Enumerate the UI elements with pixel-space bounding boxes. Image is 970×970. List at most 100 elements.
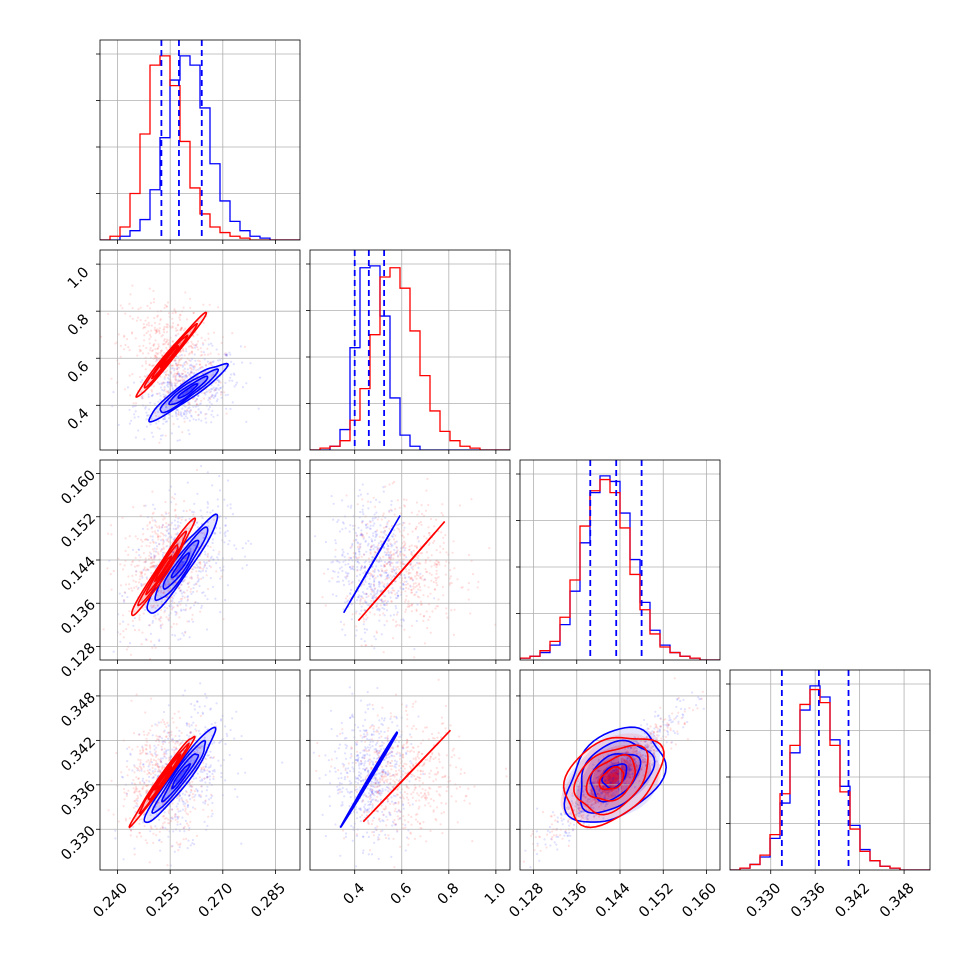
red-scatter-point: [154, 750, 157, 753]
blue-scatter-point: [395, 717, 398, 720]
blue-scatter-point: [166, 595, 169, 598]
red-scatter-point: [153, 297, 156, 301]
red-scatter-point: [180, 328, 183, 331]
blue-scatter-point: [158, 818, 161, 821]
blue-scatter-point: [336, 789, 339, 792]
blue-scatter-point: [156, 410, 160, 414]
red-scatter-point: [204, 413, 207, 416]
blue-scatter-point: [178, 375, 181, 378]
blue-scatter-point: [384, 833, 387, 837]
blue-scatter-point: [212, 777, 215, 781]
blue-scatter-point: [231, 513, 235, 516]
red-scatter-point: [160, 840, 163, 844]
blue-scatter-point: [156, 613, 160, 616]
blue-scatter-point: [197, 413, 200, 416]
blue-scatter-point: [188, 373, 191, 376]
blue-scatter-point: [351, 568, 354, 571]
red-scatter-point: [191, 342, 194, 345]
red-scatter-point: [404, 600, 407, 603]
red-scatter-point: [161, 532, 164, 536]
red-scatter-point: [177, 332, 180, 335]
red-scatter-point: [102, 628, 105, 631]
red-scatter-point: [165, 330, 169, 334]
red-scatter-point: [162, 543, 165, 546]
red-scatter-point: [149, 335, 152, 338]
blue-scatter-point: [359, 776, 362, 779]
blue-scatter-point: [199, 770, 202, 773]
red-scatter-point: [195, 583, 198, 586]
red-scatter-point: [207, 362, 211, 365]
red-scatter-point: [155, 330, 158, 334]
red-scatter-point: [395, 613, 398, 616]
red-scatter-point: [153, 328, 156, 331]
blue-scatter-point: [179, 823, 182, 826]
blue-scatter-point: [363, 627, 366, 631]
red-scatter-point: [177, 815, 180, 818]
red-scatter-point: [181, 378, 184, 381]
red-scatter-point: [408, 522, 411, 525]
red-scatter-point: [410, 591, 414, 594]
red-scatter-point: [140, 570, 143, 574]
blue-scatter-point: [390, 796, 393, 799]
red-scatter-point: [171, 326, 174, 329]
red-scatter-point: [435, 549, 438, 552]
red-scatter-point: [157, 743, 160, 747]
red-scatter-point: [417, 574, 420, 577]
red-scatter-point: [167, 810, 170, 813]
blue-scatter-point: [245, 564, 248, 567]
red-scatter-point: [144, 752, 147, 755]
blue-scatter-point: [356, 541, 359, 544]
red-scatter-point: [136, 745, 139, 748]
red-scatter-point: [392, 553, 395, 556]
blue-scatter-point: [239, 345, 242, 348]
red-scatter-point: [365, 614, 368, 617]
blue-scatter-point: [240, 757, 243, 760]
blue-scatter-point: [373, 522, 376, 525]
red-scatter-point: [184, 373, 188, 376]
blue-scatter-point: [205, 794, 208, 798]
red-scatter-point: [212, 775, 215, 778]
blue-scatter-point: [214, 597, 217, 600]
blue-scatter-point: [372, 532, 375, 535]
red-scatter-point: [127, 789, 130, 792]
red-scatter-point: [124, 343, 127, 347]
red-scatter-point: [183, 500, 186, 503]
blue-scatter-point: [157, 721, 160, 724]
red-scatter-point: [166, 343, 170, 346]
red-scatter-point: [164, 373, 168, 376]
blue-scatter-point: [387, 837, 391, 840]
blue-scatter-point: [206, 598, 209, 601]
blue-scatter-point: [345, 747, 348, 750]
red-scatter-point: [125, 628, 128, 631]
blue-scatter-point: [200, 411, 203, 415]
blue-scatter-point: [328, 782, 332, 785]
red-scatter-point: [220, 390, 223, 394]
blue-scatter-point: [163, 377, 166, 380]
blue-scatter-point: [225, 353, 228, 356]
blue-scatter-point: [329, 709, 333, 712]
blue-scatter-point: [199, 402, 202, 405]
blue-scatter-point: [384, 770, 387, 774]
red-scatter-point: [161, 523, 165, 527]
blue-scatter-point: [228, 753, 231, 757]
red-scatter-point: [184, 608, 188, 611]
red-scatter-point: [383, 564, 386, 567]
blue-scatter-point: [381, 810, 384, 814]
red-scatter-point: [374, 776, 377, 779]
blue-scatter-point: [366, 691, 369, 694]
blue-scatter-point: [361, 510, 364, 514]
red-scatter-point: [140, 545, 143, 548]
red-scatter-point: [411, 796, 414, 799]
blue-scatter-point: [154, 723, 157, 726]
red-scatter-point: [155, 329, 158, 332]
red-scatter-point: [381, 770, 384, 774]
blue-scatter-point: [190, 414, 193, 417]
red-scatter-point: [191, 780, 194, 783]
red-scatter-point: [166, 721, 169, 725]
blue-scatter-point: [120, 775, 124, 779]
blue-scatter-point: [153, 744, 156, 747]
red-scatter-point: [144, 711, 147, 714]
red-scatter-point: [415, 501, 418, 504]
blue-scatter-point: [385, 609, 389, 612]
blue-scatter-point: [160, 458, 162, 460]
